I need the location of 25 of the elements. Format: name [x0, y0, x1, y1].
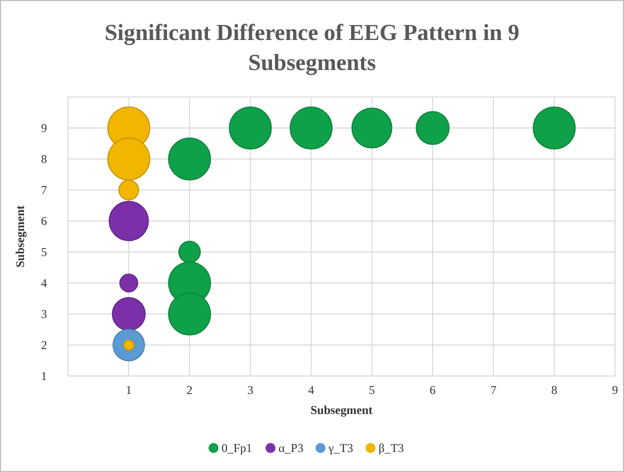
x-axis-title: Subsegment	[310, 403, 373, 417]
x-tick-label: 7	[490, 383, 496, 397]
chart-title: Significant Difference of EEG Pattern in 9 Subsegments	[104, 20, 520, 76]
x-tick-label: 9	[612, 383, 618, 397]
legend-label: γ_T3	[328, 441, 354, 455]
x-tick-label: 2	[186, 383, 193, 397]
legend-label: β_T3	[378, 441, 404, 455]
y-tick-label: 6	[41, 214, 47, 228]
legend-label: 0_Fp1	[222, 441, 252, 455]
x-tick-label: 4	[308, 383, 314, 397]
y-tick-label: 9	[41, 121, 47, 136]
y-tick-label: 4	[41, 276, 47, 290]
y-axis-title: Subsegment	[13, 205, 27, 268]
x-tick-label: 6	[430, 383, 436, 397]
x-tick-label: 8	[551, 383, 558, 397]
legend-label: α_P3	[278, 441, 304, 455]
y-tick-label: 1	[41, 369, 47, 384]
x-tick-label: 5	[368, 383, 375, 397]
y-tick-label: 2	[41, 338, 47, 352]
y-tick-label: 3	[41, 307, 47, 322]
y-tick-label: 5	[41, 245, 47, 260]
y-tick-label: 8	[41, 152, 47, 166]
x-tick-label: 3	[247, 383, 254, 397]
x-tick-label: 1	[126, 383, 132, 397]
y-tick-label: 7	[41, 183, 47, 198]
